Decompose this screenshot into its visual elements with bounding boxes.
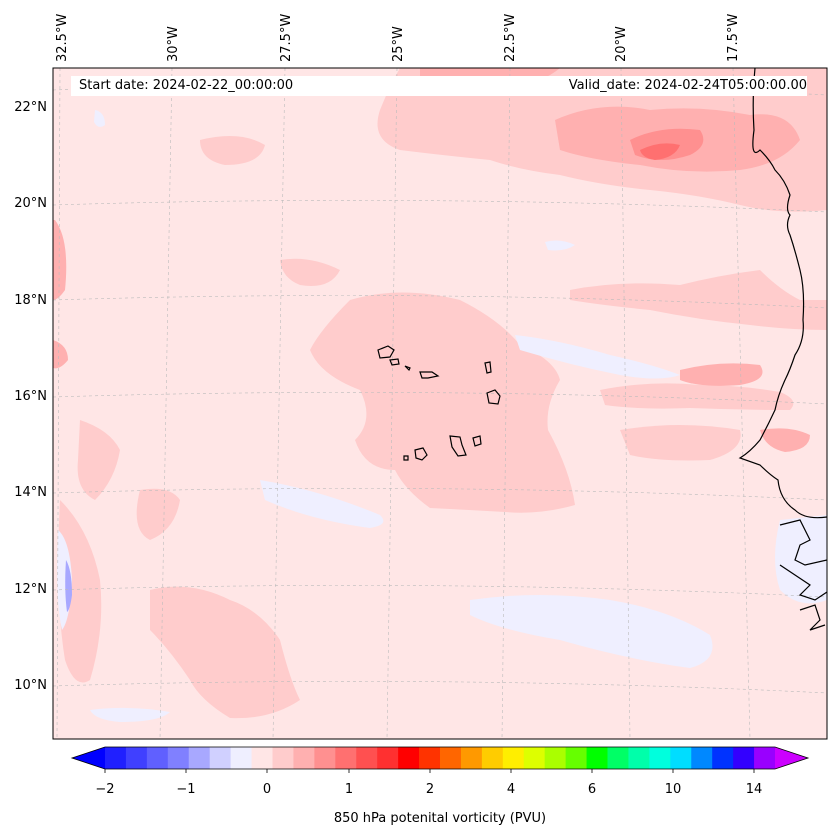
longitude-labels: 32.5°W 30°W 27.5°W 25°W 22.5°W 20°W 17.5… (55, 14, 741, 62)
lat-label: 16°N (14, 389, 47, 404)
colorbar-segment (356, 747, 378, 769)
pv-field (53, 68, 827, 739)
lon-label: 20°W (614, 26, 629, 62)
colorbar-segment (398, 747, 420, 769)
colorbar-tick: 4 (507, 782, 515, 797)
lon-label: 27.5°W (279, 14, 294, 62)
colorbar-tick: 10 (665, 782, 682, 797)
colorbar-segment (146, 747, 169, 769)
colorbar-segment (712, 747, 734, 769)
colorbar-segment (565, 747, 588, 769)
colorbar-segment (670, 747, 692, 769)
colorbar-segment (502, 747, 525, 769)
colorbar-tick: 1 (345, 782, 353, 797)
colorbar-segment (691, 747, 713, 769)
colorbar-segment (544, 747, 567, 769)
lat-label: 10°N (14, 678, 47, 693)
colorbar-segment (125, 747, 148, 769)
colorbar-segment (649, 747, 671, 769)
colorbar-segment (481, 747, 504, 769)
colorbar-tick: 14 (746, 782, 763, 797)
colorbar-tick: −1 (176, 782, 195, 797)
lon-label: 25°W (391, 26, 406, 62)
colorbar-segment (335, 747, 357, 769)
colorbar-segment (628, 747, 650, 769)
colorbar (70, 746, 810, 773)
colorbar-segment (377, 747, 399, 769)
coastlines (377, 68, 827, 631)
colorbar-segment (272, 747, 294, 769)
colorbar-tick: −2 (95, 782, 114, 797)
colorbar-segment (209, 747, 232, 769)
colorbar-segment (293, 747, 315, 769)
colorbar-segment (440, 747, 462, 769)
colorbar-ticks: −2 −1 0 1 2 4 6 10 14 (95, 782, 762, 797)
colorbar-segment (314, 747, 336, 769)
colorbar-extend-low (72, 747, 105, 769)
colorbar-segment (230, 747, 253, 769)
colorbar-segment (419, 747, 441, 769)
colorbar-segment (188, 747, 211, 769)
map-frame (52, 67, 828, 740)
colorbar-segment (251, 747, 273, 769)
colorbar-tick: 6 (588, 782, 596, 797)
colorbar-segment (523, 747, 546, 769)
lat-label: 18°N (14, 293, 47, 308)
lon-label: 32.5°W (55, 14, 70, 62)
lat-label: 20°N (14, 196, 47, 211)
lat-label: 22°N (14, 100, 47, 115)
lat-label: 14°N (14, 485, 47, 500)
colorbar-segment (586, 747, 608, 769)
colorbar-label: 850 hPa potenital vorticity (PVU) (334, 811, 546, 826)
colorbar-segment (607, 747, 629, 769)
valid-date-label: Valid_date: 2024-02-24T05:00:00.00 (541, 76, 807, 96)
colorbar-segment (733, 747, 755, 769)
lon-label: 30°W (166, 26, 181, 62)
colorbar-extend-high (775, 747, 808, 769)
colorbar-segment (167, 747, 190, 769)
colorbar-tick: 0 (263, 782, 271, 797)
lon-label: 17.5°W (726, 14, 741, 62)
lat-label: 12°N (14, 582, 47, 597)
colorbar-tick: 2 (426, 782, 434, 797)
start-date-label: Start date: 2024-02-22_00:00:00 (71, 76, 549, 96)
colorbar-segment (105, 747, 127, 769)
lon-label: 22.5°W (503, 14, 518, 62)
colorbar-segment (460, 747, 483, 769)
latitude-labels: 22°N 20°N 18°N 16°N 14°N 12°N 10°N (14, 100, 47, 693)
colorbar-segment (754, 747, 776, 769)
